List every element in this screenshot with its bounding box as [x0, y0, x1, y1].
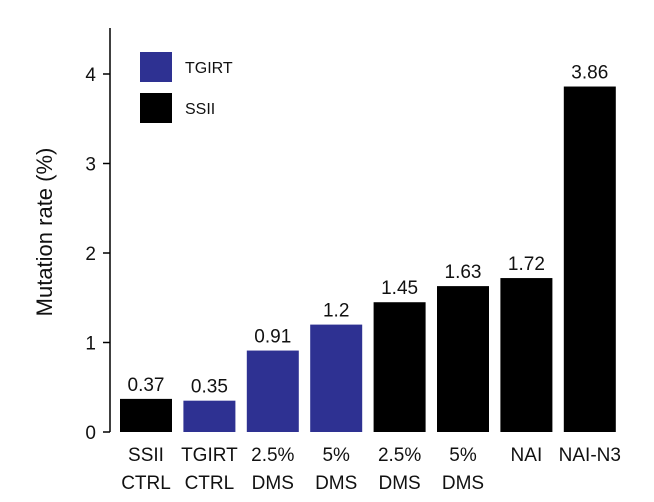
legend-swatch: [140, 52, 172, 82]
y-axis-label: Mutation rate (%): [32, 148, 57, 317]
y-tick-label: 4: [85, 65, 96, 86]
category-label: SSII: [128, 445, 164, 466]
legend-label: TGIRT: [185, 60, 233, 77]
category-labels: SSII CTRL TGIRT CTRL 2.5% DMS 5% DMS 2.5% DMS 5% DM…: [121, 445, 621, 494]
category-label: NAI-N3: [559, 445, 621, 466]
category-label: DMS: [442, 473, 484, 494]
category-label: DMS: [315, 473, 357, 494]
bar-value-label: 0.35: [191, 377, 228, 398]
legend: TGIRT SSII: [140, 52, 233, 123]
bar: [246, 350, 299, 432]
bar-value-label: 1.63: [445, 262, 482, 283]
value-labels: 0.37 0.35 0.91 1.2 1.45 1.63 1.72 3.86: [128, 63, 609, 398]
y-tick-label: 1: [85, 334, 96, 355]
category-label: 5%: [322, 445, 350, 466]
bar: [437, 286, 489, 432]
bar: [563, 86, 616, 432]
bar-value-label: 1.2: [323, 301, 349, 322]
legend-swatch: [140, 93, 172, 123]
category-label: NAI: [511, 445, 543, 466]
category-label: 2.5%: [378, 445, 421, 466]
bar-value-label: 1.72: [508, 254, 545, 275]
bar-value-label: 1.45: [381, 278, 418, 299]
category-label: TGIRT: [181, 445, 238, 466]
bar: [310, 324, 363, 432]
category-label: 5%: [449, 445, 477, 466]
bars: [120, 86, 616, 432]
y-tick-label: 3: [85, 155, 96, 176]
legend-label: SSII: [185, 101, 215, 118]
y-tick-label: 0: [85, 423, 96, 444]
bar: [120, 398, 172, 432]
category-label: CTRL: [121, 473, 171, 494]
bar-value-label: 0.91: [254, 327, 291, 348]
bar: [183, 400, 236, 432]
category-label: DMS: [252, 473, 294, 494]
category-label: DMS: [378, 473, 420, 494]
y-tick-label: 2: [85, 244, 96, 265]
bar: [373, 302, 426, 432]
bar-value-label: 0.37: [128, 375, 165, 396]
category-label: 2.5%: [251, 445, 294, 466]
axes: 0 1 2 3 4: [85, 28, 111, 444]
category-label: CTRL: [185, 473, 235, 494]
bar: [500, 278, 553, 432]
bar-value-label: 3.86: [571, 63, 608, 84]
